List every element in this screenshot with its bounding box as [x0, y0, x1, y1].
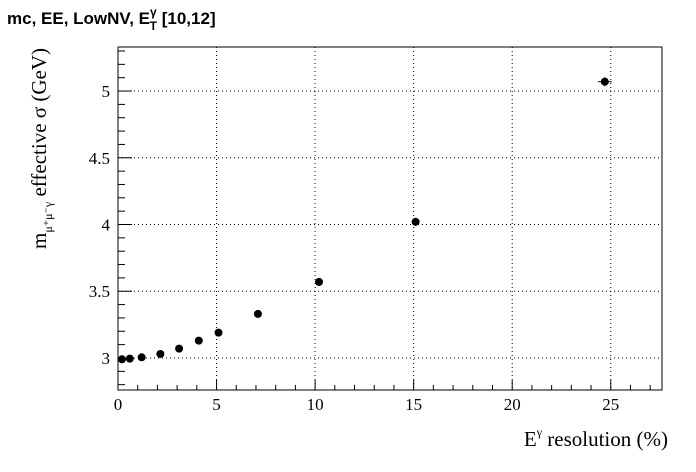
y-tick-label: 3	[102, 349, 111, 368]
y-tick-label: 4.5	[89, 149, 110, 168]
x-axis-ticks	[117, 380, 651, 390]
y-tick-label: 3.5	[89, 282, 110, 301]
y-gridlines	[118, 90, 662, 359]
y-axis-label-subscript: μ⁺μ⁻γ	[41, 201, 55, 233]
x-axis-label: Eγ resolution (%)	[524, 425, 668, 451]
data-point	[411, 217, 420, 226]
y-tick-label: 5	[102, 82, 111, 101]
y-axis-label-rest: effective σ (GeV)	[27, 48, 51, 202]
data-point	[137, 353, 146, 362]
y-axis-label-base: m	[27, 233, 51, 249]
plot-frame	[117, 46, 663, 391]
x-axis-label-superscript: γ	[536, 425, 543, 439]
data-point	[156, 349, 165, 358]
y-tick-label: 4	[102, 216, 111, 235]
data-points	[117, 77, 612, 364]
data-point	[253, 309, 262, 318]
data-point	[194, 336, 203, 345]
x-axis-label-base: E	[524, 427, 537, 451]
chart-title-superscript: γ	[150, 5, 157, 19]
y-axis-ticks	[118, 50, 132, 386]
y-axis-tick-labels: 3 3.5 4 4.5 5	[89, 82, 111, 368]
data-point	[315, 277, 324, 286]
data-point	[214, 328, 223, 337]
data-point	[600, 77, 609, 86]
x-tick-label: 20	[504, 395, 521, 414]
data-point	[175, 344, 184, 353]
x-tick-label: 15	[405, 395, 422, 414]
chart-title-prefix: mc, EE, LowNV, E	[7, 9, 150, 28]
chart-title: mc, EE, LowNV, Eγ T [10,12]	[7, 5, 216, 33]
data-point	[117, 355, 126, 364]
x-tick-label: 0	[114, 395, 123, 414]
x-tick-label: 25	[602, 395, 619, 414]
x-tick-label: 5	[212, 395, 221, 414]
x-axis-tick-labels: 0 5 10 15 20 25	[114, 395, 620, 414]
x-axis-label-rest: resolution (%)	[542, 427, 668, 451]
chart-title-suffix: [10,12]	[157, 9, 216, 28]
x-tick-label: 10	[307, 395, 324, 414]
data-point	[125, 354, 134, 363]
chart-title-subscript: T	[150, 19, 158, 33]
y-axis-label: mμ⁺μ⁻γ effective σ (GeV)	[27, 48, 55, 249]
